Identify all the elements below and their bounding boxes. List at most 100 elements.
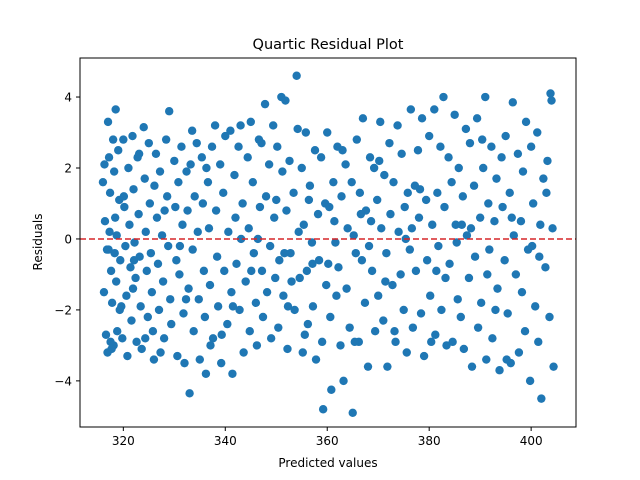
scatter-point [330, 217, 339, 226]
scatter-point [424, 131, 434, 141]
plot-frame [79, 57, 577, 428]
scatter-point [182, 167, 191, 176]
scatter-point [223, 319, 232, 329]
scatter-point [406, 105, 416, 114]
scatter-point [220, 266, 229, 276]
scatter-point [324, 259, 333, 268]
scatter-point [467, 362, 477, 371]
scatter-point [462, 231, 472, 240]
scatter-point [156, 348, 165, 357]
scatter-point [336, 341, 345, 350]
scatter-point [159, 334, 169, 343]
y-tick-label: −4 [54, 374, 72, 388]
scatter-point [417, 114, 427, 123]
scatter-point [329, 177, 338, 187]
scatter-point [444, 153, 453, 162]
scatter-point [152, 213, 162, 222]
scatter-point [101, 330, 111, 339]
scatter-point [151, 149, 161, 158]
scatter-point [482, 355, 491, 364]
scatter-point [205, 280, 215, 290]
scatter-point [213, 302, 223, 311]
scatter-point [415, 185, 425, 194]
scatter-point [488, 334, 497, 343]
scatter-point [419, 351, 429, 361]
scatter-point [500, 256, 509, 265]
scatter-point [217, 330, 226, 339]
scatter-point [369, 163, 379, 173]
scatter-point [539, 174, 548, 183]
scatter-point [531, 302, 540, 311]
scatter-point [498, 202, 507, 212]
scatter-point [245, 327, 254, 336]
y-axis-ticks: −4 −2 0 2 4 [54, 91, 80, 388]
scatter-point [466, 224, 476, 233]
scatter-point [374, 291, 383, 300]
scatter-point [113, 327, 122, 336]
scatter-point [105, 188, 115, 198]
scatter-point [125, 220, 134, 229]
scatter-point [478, 135, 487, 144]
scatter-point [422, 256, 432, 265]
scatter-point [308, 302, 318, 311]
scatter-point [167, 319, 176, 329]
scatter-point [171, 202, 180, 212]
scatter-point [365, 153, 375, 162]
scatter-point [144, 138, 154, 148]
scatter-point [158, 277, 168, 286]
scatter-point [249, 248, 259, 258]
scatter-point [292, 71, 301, 80]
scatter-point [195, 355, 204, 364]
scatter-point [228, 369, 237, 378]
x-axis-ticks: 320 340 360 380 400 [112, 427, 543, 448]
scatter-point [147, 287, 157, 297]
scatter-point [502, 355, 511, 364]
scatter-point [396, 270, 405, 279]
scatter-point [331, 238, 340, 247]
scatter-point [405, 245, 415, 254]
scatter-point [283, 344, 292, 354]
scatter-point [458, 192, 468, 201]
scatter-point [385, 138, 394, 148]
scatter-point [161, 135, 171, 144]
scatter-point [535, 252, 544, 261]
scatter-point [317, 337, 327, 347]
scatter-point [236, 121, 245, 130]
scatter-point [487, 142, 496, 151]
y-tick-label: 4 [64, 91, 72, 105]
scatter-point [103, 117, 113, 127]
x-tick-label: 340 [214, 434, 237, 448]
scatter-point [388, 280, 397, 290]
x-tick-label: 320 [112, 434, 135, 448]
scatter-point [411, 266, 421, 276]
scatter-point [490, 217, 499, 226]
scatter-point [433, 188, 442, 198]
scatter-point [476, 298, 486, 308]
scatter-point [264, 160, 274, 169]
scatter-point [308, 259, 317, 268]
scatter-point [188, 245, 197, 254]
scatter-point [416, 309, 426, 318]
scatter-point [189, 327, 198, 336]
scatter-point [100, 160, 109, 169]
scatter-point [513, 149, 523, 158]
scatter-point [232, 259, 241, 268]
y-tick-label: −2 [54, 303, 72, 317]
scatter-point [107, 298, 117, 308]
scatter-point [197, 153, 207, 162]
scatter-point [112, 231, 121, 240]
scatter-point [109, 167, 119, 176]
scatter-point [160, 206, 169, 215]
scatter-point [332, 291, 341, 300]
scatter-point [545, 312, 554, 322]
scatter-point [356, 209, 366, 219]
scatter-point [246, 117, 255, 127]
scatter-point [148, 327, 158, 336]
scatter-point [239, 348, 248, 357]
scatter-point [175, 270, 184, 279]
scatter-point [389, 177, 398, 187]
y-axis-label: Residuals [31, 214, 45, 271]
scatter-point [136, 302, 145, 311]
scatter-point [525, 376, 535, 386]
